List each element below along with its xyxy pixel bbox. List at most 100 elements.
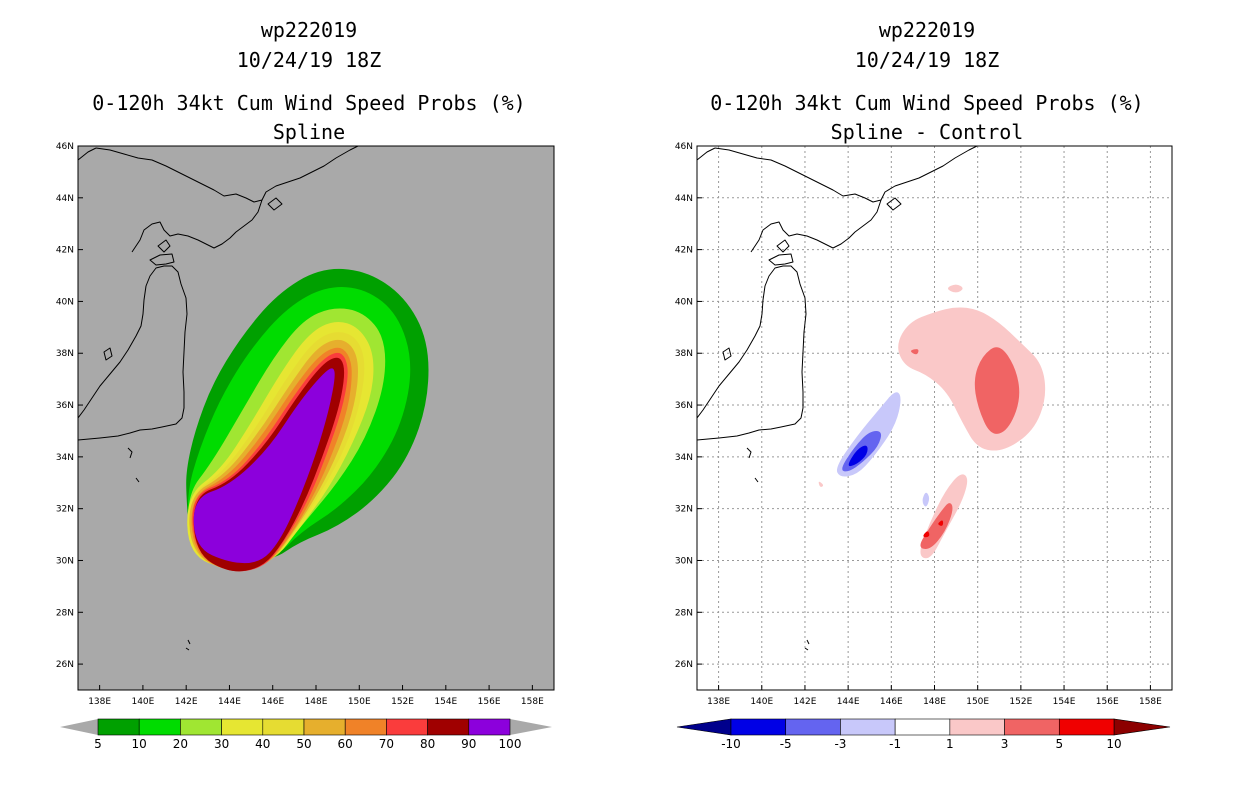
left-colorbar-box bbox=[138, 718, 181, 736]
right-xtick-label: 150E bbox=[966, 697, 989, 707]
right-colorbar-label: -10 bbox=[721, 737, 741, 751]
left-colorbar-box bbox=[262, 718, 305, 736]
right-contour-5-7 bbox=[923, 531, 930, 538]
left-colorbar-label: 80 bbox=[420, 737, 435, 751]
left-colorbar-label: 20 bbox=[173, 737, 188, 751]
left-colorbar-box bbox=[344, 718, 387, 736]
right-ytick-label: 40N bbox=[675, 297, 693, 307]
left-xtick-label: 142E bbox=[175, 697, 198, 707]
right-contour-neg1-10 bbox=[922, 492, 930, 507]
left-xtick-label: 148E bbox=[305, 697, 328, 707]
right-title-date: 10/24/19 18Z bbox=[855, 48, 1000, 72]
right-colorbar-label: 3 bbox=[1001, 737, 1009, 751]
right-colorbar-box bbox=[949, 718, 1005, 736]
left-ytick-label: 44N bbox=[56, 194, 74, 204]
right-colorbar-label: 1 bbox=[946, 737, 954, 751]
right-xtick-label: 156E bbox=[1096, 697, 1119, 707]
right-xtick-label: 152E bbox=[1009, 697, 1032, 707]
right-ytick-label: 30N bbox=[675, 556, 693, 566]
left-colorbar-box bbox=[386, 718, 428, 736]
right-ytick-label: 44N bbox=[675, 194, 693, 204]
right-ytick-label: 36N bbox=[675, 401, 693, 411]
left-colorbar-high-tip bbox=[510, 719, 552, 735]
left-colorbar-label: 5 bbox=[94, 737, 102, 751]
right-axes: 138E 140E 142E 144E 146E 148E 150E 152E 154E 156E… bbox=[675, 142, 1162, 707]
right-xtick-label: 138E bbox=[707, 697, 730, 707]
left-title-method: Spline bbox=[273, 120, 345, 144]
left-ytick-label: 42N bbox=[56, 246, 74, 256]
left-ytick-label: 46N bbox=[56, 142, 74, 152]
right-ytick-label: 32N bbox=[675, 505, 693, 515]
left-xtick-label: 150E bbox=[348, 697, 371, 707]
left-ytick-label: 30N bbox=[56, 556, 74, 566]
left-colorbar-label: 100 bbox=[499, 737, 522, 751]
left-ytick-label: 40N bbox=[56, 297, 74, 307]
right-xtick-label: 144E bbox=[837, 697, 860, 707]
right-colorbar-low-tip bbox=[676, 718, 732, 736]
left-probability-fills bbox=[186, 268, 429, 572]
right-ytick-label: 42N bbox=[675, 246, 693, 256]
right-title-product: 0-120h 34kt Cum Wind Speed Probs (%) bbox=[710, 91, 1143, 115]
left-colorbar: 5 10 20 30 40 50 60 70 80 90 100 bbox=[60, 718, 552, 751]
left-contour-90-9 bbox=[193, 368, 335, 564]
right-ytick-label: 34N bbox=[675, 453, 693, 463]
right-xtick-label: 146E bbox=[880, 697, 903, 707]
right-contour-3-4 bbox=[974, 347, 1020, 434]
right-xtick-label: 140E bbox=[750, 697, 773, 707]
right-xtick-label: 158E bbox=[1139, 697, 1162, 707]
right-colorbar-box bbox=[840, 718, 896, 736]
right-coastlines bbox=[697, 146, 978, 651]
left-colorbar-label: 60 bbox=[338, 737, 353, 751]
right-difference-fills bbox=[818, 284, 1046, 559]
right-contour-neg5-12 bbox=[848, 445, 868, 467]
left-colorbar-box bbox=[468, 718, 511, 736]
right-colorbar-label: 5 bbox=[1055, 737, 1063, 751]
right-ytick-label: 38N bbox=[675, 349, 693, 359]
left-xtick-label: 138E bbox=[88, 697, 111, 707]
panel-spline: wp222019 10/24/19 18Z 0-120h 34kt Cum Wi… bbox=[56, 18, 555, 751]
right-xtick-label: 148E bbox=[923, 697, 946, 707]
left-colorbar-box bbox=[427, 718, 470, 736]
right-colorbar-box bbox=[1058, 718, 1115, 736]
left-colorbar-box bbox=[97, 718, 140, 736]
left-colorbar-box bbox=[180, 718, 222, 736]
right-gridlines bbox=[697, 146, 1172, 690]
right-colorbar-box bbox=[785, 718, 841, 736]
right-colorbar-high-tip bbox=[1113, 718, 1171, 736]
right-title-method: Spline - Control bbox=[831, 120, 1024, 144]
left-title-product: 0-120h 34kt Cum Wind Speed Probs (%) bbox=[92, 91, 525, 115]
right-title-storm: wp222019 bbox=[879, 18, 975, 42]
left-colorbar-low-tip bbox=[60, 719, 98, 735]
left-xtick-label: 140E bbox=[131, 697, 154, 707]
left-xtick-label: 158E bbox=[521, 697, 544, 707]
left-ytick-label: 32N bbox=[56, 505, 74, 515]
left-ytick-label: 28N bbox=[56, 608, 74, 618]
left-colorbar-label: 30 bbox=[214, 737, 229, 751]
left-coastlines bbox=[78, 146, 359, 651]
left-colorbar-label: 10 bbox=[132, 737, 147, 751]
left-colorbar-box bbox=[221, 718, 264, 736]
right-xtick-label: 154E bbox=[1053, 697, 1076, 707]
panel-spline-minus-control: wp222019 10/24/19 18Z 0-120h 34kt Cum Wi… bbox=[675, 18, 1173, 751]
right-ytick-label: 46N bbox=[675, 142, 693, 152]
right-colorbar-box bbox=[730, 718, 787, 736]
right-colorbar-label: -1 bbox=[889, 737, 901, 751]
left-title-storm: wp222019 bbox=[261, 18, 357, 42]
right-contour-3-6 bbox=[920, 503, 953, 549]
right-contour-1-1 bbox=[948, 284, 963, 293]
left-colorbar-box bbox=[303, 718, 346, 736]
right-colorbar-box bbox=[894, 718, 951, 736]
left-xtick-label: 152E bbox=[391, 697, 414, 707]
left-ytick-label: 26N bbox=[56, 660, 74, 670]
left-ytick-label: 38N bbox=[56, 349, 74, 359]
left-title-date: 10/24/19 18Z bbox=[237, 48, 382, 72]
right-ytick-label: 28N bbox=[675, 608, 693, 618]
left-ytick-label: 36N bbox=[56, 401, 74, 411]
right-contour-1-3 bbox=[818, 481, 824, 487]
right-contour-3-5 bbox=[910, 349, 919, 355]
left-ytick-label: 34N bbox=[56, 453, 74, 463]
left-colorbar-label: 90 bbox=[461, 737, 476, 751]
right-xtick-label: 142E bbox=[794, 697, 817, 707]
left-xtick-label: 156E bbox=[478, 697, 501, 707]
right-colorbar-box bbox=[1004, 718, 1060, 736]
